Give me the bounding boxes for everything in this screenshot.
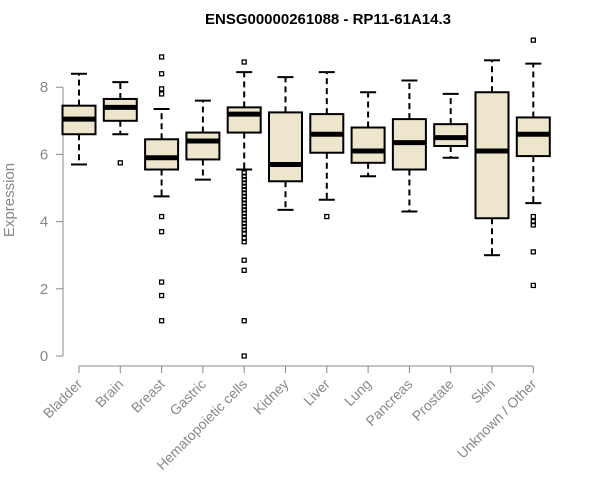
x-tick-label: Liver <box>300 376 333 409</box>
box-pancreas <box>391 79 427 213</box>
box-liver <box>309 71 345 220</box>
box-hematopoietic-cells <box>226 59 262 359</box>
box-skin <box>474 59 510 257</box>
x-tick-label: Brain <box>92 376 126 410</box>
outlier-point <box>158 213 165 220</box>
y-axis: 0 2 4 6 8 <box>40 79 64 365</box>
outlier-point <box>158 71 165 77</box>
box-lung <box>350 91 386 178</box>
iqr-box <box>433 123 469 148</box>
outlier-point <box>241 59 247 65</box>
box-kidney <box>268 76 303 211</box>
box-group <box>61 37 551 359</box>
y-axis-label: Expression <box>1 163 18 237</box>
y-tick-label: 0 <box>40 348 48 365</box>
outlier-point <box>158 292 165 299</box>
outlier-point <box>241 230 247 237</box>
iqr-box <box>268 111 303 183</box>
outlier-point <box>241 318 247 324</box>
outlier-point <box>158 229 165 235</box>
y-tick-label: 4 <box>40 214 48 231</box>
outlier-point <box>158 54 165 60</box>
x-tick-label: Breast <box>128 376 168 416</box>
outlier-point <box>158 279 165 285</box>
x-tick-label: Skin <box>468 376 499 407</box>
outlier-point <box>241 257 247 263</box>
iqr-box <box>226 106 262 134</box>
box-prostate <box>433 92 469 159</box>
box-gastric <box>185 99 221 181</box>
x-tick-label: Prostate <box>409 376 457 424</box>
outlier-point <box>117 160 123 166</box>
outlier-point <box>158 91 165 97</box>
y-tick-label: 2 <box>40 281 48 298</box>
outlier-point <box>530 282 536 289</box>
box-bladder <box>61 72 97 166</box>
outlier-point <box>158 318 165 324</box>
chart-title: ENSG00000261088 - RP11-61A14.3 <box>205 11 451 28</box>
x-tick-label: Lung <box>341 376 374 409</box>
outlier-point <box>530 249 536 255</box>
iqr-box <box>515 116 551 158</box>
box-unknown-other <box>515 37 551 289</box>
y-tick-label: 6 <box>40 146 48 163</box>
outlier-point <box>530 213 536 220</box>
outlier-point <box>241 239 247 245</box>
iqr-box <box>185 131 221 161</box>
iqr-box <box>144 138 180 171</box>
outlier-point <box>241 353 247 359</box>
iqr-box <box>474 91 510 220</box>
outlier-point <box>530 37 536 43</box>
box-brain <box>102 81 138 166</box>
iqr-box <box>102 97 138 122</box>
x-tick-label: Bladder <box>40 376 86 422</box>
box-breast <box>144 54 180 324</box>
outlier-point <box>158 86 165 92</box>
iqr-box <box>350 126 386 164</box>
outlier-point <box>324 213 330 220</box>
x-tick-label: Kidney <box>250 376 292 418</box>
outlier-point <box>530 222 536 228</box>
outlier-point <box>241 267 247 273</box>
y-tick-label: 8 <box>40 79 48 96</box>
